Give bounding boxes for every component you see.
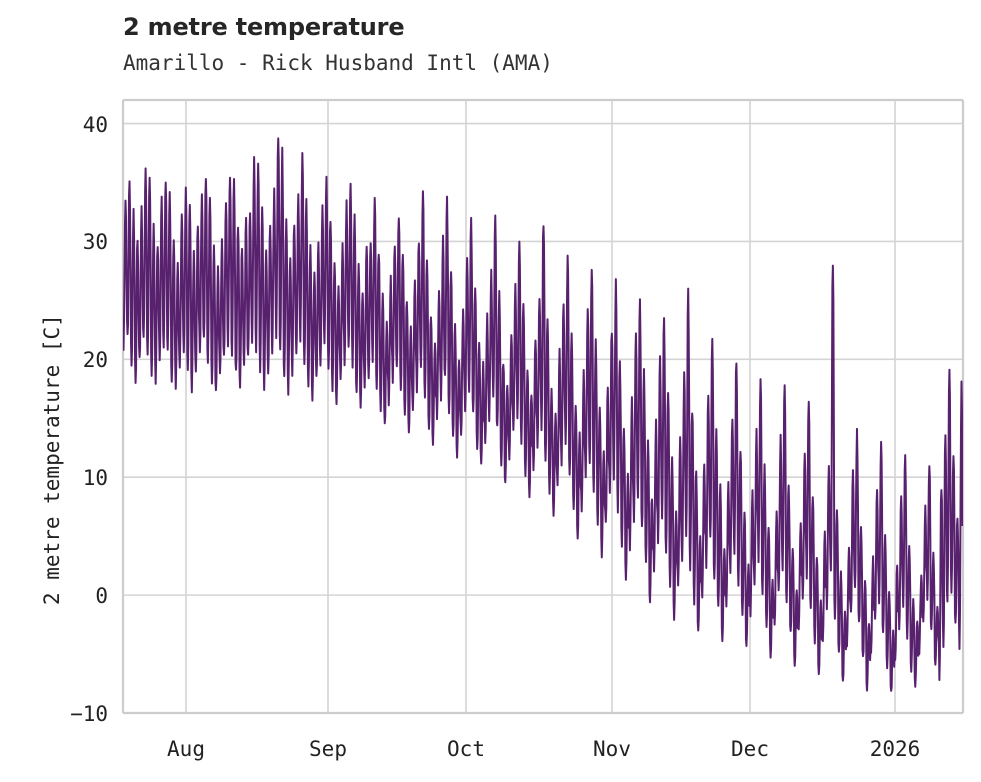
x-tick-label: Aug: [167, 737, 205, 761]
y-tick-label: 20: [82, 348, 108, 373]
x-tick-label: Sep: [309, 737, 347, 761]
y-tick-label: 40: [82, 112, 108, 137]
temperature-series: [123, 137, 963, 692]
x-tick-label: Dec: [731, 737, 769, 761]
chart-title: 2 metre temperature: [123, 13, 405, 41]
x-tick-label: Oct: [447, 737, 485, 761]
axes-spines: [121, 98, 965, 715]
x-tick-label: Nov: [593, 737, 631, 761]
y-tick-label: 0: [95, 584, 108, 609]
y-tick-label: 30: [82, 230, 108, 255]
series-line-2-metre-temperature: [123, 137, 963, 692]
y-tick-label: −10: [70, 702, 108, 726]
x-tick-label: 2026: [869, 737, 921, 761]
chart-subtitle: Amarillo - Rick Husband Intl (AMA): [123, 51, 553, 75]
grid-lines: [123, 100, 963, 714]
y-tick-label: 10: [82, 466, 108, 491]
